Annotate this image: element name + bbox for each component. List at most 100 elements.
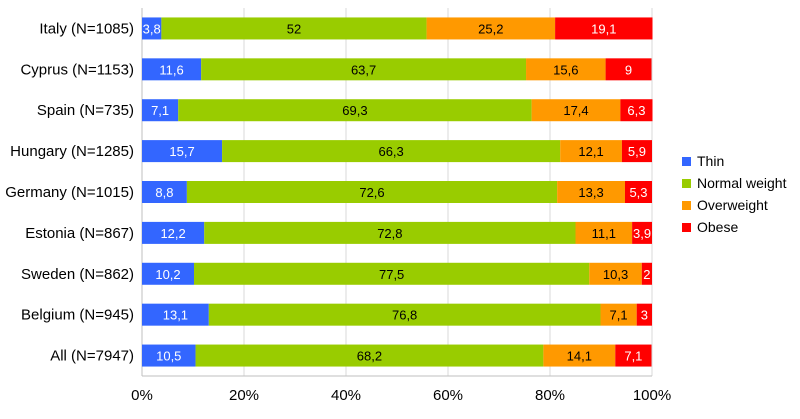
x-tick-label: 100%: [633, 387, 671, 404]
bar-thin: [142, 181, 187, 203]
x-tick-label: 80%: [535, 387, 565, 404]
bar-thin: [142, 262, 195, 285]
bar-normal-weight: [208, 303, 601, 326]
data-label-overweight: 7,1: [610, 308, 628, 323]
data-label-normal-weight: 76,8: [392, 308, 417, 323]
data-label-overweight: 17,4: [563, 103, 588, 118]
bar-overweight: [600, 303, 637, 326]
data-label-normal-weight: 72,6: [359, 185, 384, 200]
bar-overweight: [575, 221, 633, 244]
bar-normal-weight: [201, 58, 527, 81]
category-label: Cyprus (N=1153): [20, 61, 134, 78]
legend: Thin Normal weight Overweight Obese: [682, 150, 786, 238]
bar-normal-weight: [161, 17, 427, 40]
data-label-overweight: 11,1: [592, 226, 616, 241]
data-label-overweight: 10,3: [603, 267, 628, 282]
bar-thin: [142, 344, 196, 367]
data-label-obese: 3: [641, 308, 648, 323]
legend-item-overweight: Overweight: [682, 194, 786, 216]
data-label-thin: 10,5: [156, 349, 181, 364]
bar-obese: [620, 99, 653, 122]
legend-label-normal-weight: Normal weight: [697, 175, 787, 191]
data-label-obese: 2: [643, 267, 650, 282]
data-label-normal-weight: 68,2: [357, 349, 382, 364]
bar-obese: [615, 344, 652, 367]
bar-obese: [636, 303, 652, 326]
legend-label-obese: Obese: [697, 219, 739, 235]
data-label-normal-weight: 69,3: [342, 103, 367, 118]
bar-overweight: [560, 140, 622, 163]
bar-thin: [142, 221, 205, 244]
legend-label-thin: Thin: [697, 153, 725, 169]
data-label-obese: 19,1: [591, 21, 616, 36]
data-label-overweight: 13,3: [578, 185, 603, 200]
bar-thin: [142, 17, 162, 40]
legend-item-normal-weight: Normal weight: [682, 172, 786, 194]
legend-swatch-obese: [682, 222, 691, 232]
bar-overweight: [543, 344, 616, 367]
bar-normal-weight: [178, 99, 532, 122]
data-label-overweight: 14,1: [567, 349, 592, 364]
bar-normal-weight: [195, 344, 544, 367]
bar-normal-weight: [204, 221, 576, 244]
data-label-thin: 7,1: [151, 103, 169, 118]
bar-obese: [605, 58, 652, 81]
category-label: Spain (N=735): [37, 102, 134, 119]
bar-overweight: [531, 99, 621, 122]
category-label: Sweden (N=862): [21, 266, 134, 283]
bar-obese: [632, 221, 652, 244]
category-label: Germany (N=1015): [5, 184, 134, 201]
category-label: Belgium (N=945): [21, 307, 134, 324]
category-label: Hungary (N=1285): [10, 143, 134, 160]
data-label-thin: 11,6: [159, 62, 183, 77]
data-label-thin: 3,8: [143, 21, 161, 36]
legend-swatch-overweight: [682, 200, 691, 210]
bar-thin: [142, 99, 179, 122]
data-label-overweight: 15,6: [553, 62, 578, 77]
data-label-normal-weight: 77,5: [379, 267, 404, 282]
data-label-obese: 9: [625, 62, 632, 77]
data-label-normal-weight: 66,3: [378, 144, 403, 159]
bar-obese: [621, 140, 652, 163]
data-label-thin: 13,1: [163, 308, 188, 323]
bar-normal-weight: [186, 181, 558, 203]
bar-thin: [142, 58, 202, 81]
data-label-overweight: 12,1: [578, 144, 603, 159]
data-label-obese: 5,9: [628, 144, 646, 159]
legend-label-overweight: Overweight: [697, 197, 768, 213]
category-label: All (N=7947): [50, 348, 134, 365]
data-label-normal-weight: 52: [287, 21, 301, 36]
legend-item-thin: Thin: [682, 150, 786, 172]
data-label-obese: 6,3: [627, 103, 645, 118]
bar-overweight: [426, 17, 556, 40]
data-label-obese: 7,1: [624, 349, 642, 364]
bar-thin: [142, 140, 223, 163]
bar-overweight: [557, 181, 625, 203]
bar-obese: [624, 181, 652, 203]
category-label: Italy (N=1085): [39, 20, 134, 37]
data-label-obese: 3,9: [633, 226, 651, 241]
bar-thin: [142, 303, 209, 326]
bar-obese: [641, 262, 652, 285]
legend-item-obese: Obese: [682, 216, 786, 238]
data-label-obese: 5,3: [629, 185, 647, 200]
bar-overweight: [526, 58, 606, 81]
x-tick-label: 0%: [131, 387, 153, 404]
data-label-thin: 15,7: [169, 144, 194, 159]
x-tick-label: 60%: [433, 387, 463, 404]
legend-swatch-normal-weight: [682, 178, 691, 188]
data-label-normal-weight: 63,7: [351, 62, 376, 77]
category-label: Estonia (N=867): [25, 225, 134, 242]
bar-normal-weight: [194, 262, 590, 285]
data-label-thin: 8,8: [155, 185, 173, 200]
legend-swatch-thin: [682, 156, 691, 166]
data-label-thin: 10,2: [155, 267, 180, 282]
data-label-overweight: 25,2: [478, 21, 503, 36]
bar-normal-weight: [222, 140, 561, 163]
data-label-thin: 12,2: [160, 226, 185, 241]
bar-overweight: [589, 262, 642, 285]
x-tick-label: 40%: [331, 387, 361, 404]
x-tick-label: 20%: [229, 387, 259, 404]
bar-obese: [555, 17, 653, 40]
data-label-normal-weight: 72,8: [377, 226, 402, 241]
